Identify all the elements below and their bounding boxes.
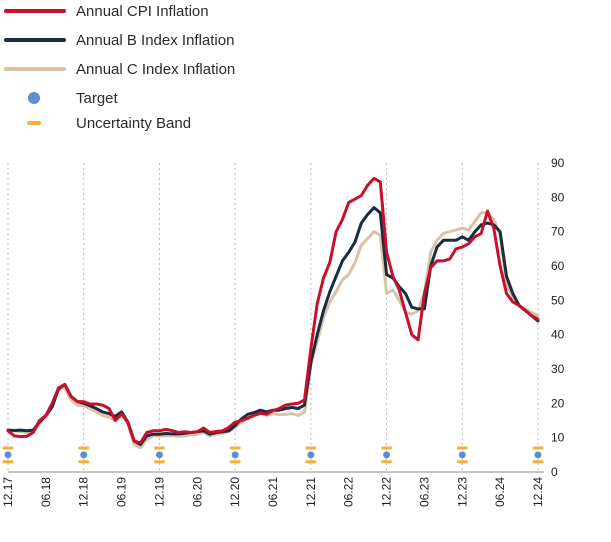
target-point-1 xyxy=(80,451,88,459)
x-tick-label-6: 12.20 xyxy=(228,477,242,507)
legend-label-band: Uncertainty Band xyxy=(76,114,192,132)
legend-item-c: Annual C Index Inflation xyxy=(4,57,235,81)
x-tick-label-0: 12.17 xyxy=(1,477,15,507)
target-layer xyxy=(2,446,544,464)
legend-swatch-cpi xyxy=(4,9,66,13)
y-tick-label-80: 80 xyxy=(551,190,565,204)
legend-swatch-c xyxy=(4,67,66,71)
x-tick-label-14: 12.24 xyxy=(531,477,545,507)
target-point-3 xyxy=(231,451,239,459)
y-tick-label-60: 60 xyxy=(551,259,565,273)
legend-item-band: Uncertainty Band xyxy=(4,111,191,135)
target-point-0 xyxy=(4,451,12,459)
x-tick-label-8: 12.21 xyxy=(304,477,318,507)
legend-label-b: Annual B Index Inflation xyxy=(76,31,235,49)
x-tick-label-5: 06.20 xyxy=(190,477,204,507)
legend-label-c: Annual C Index Inflation xyxy=(76,60,236,78)
x-tick-label-2: 12.18 xyxy=(77,477,91,507)
x-tick-label-1: 06.18 xyxy=(39,477,53,507)
y-tick-label-30: 30 xyxy=(551,362,565,376)
x-tick-label-3: 06.19 xyxy=(115,477,129,507)
legend-item-b: Annual B Index Inflation xyxy=(4,28,234,52)
x-axis: 12.17 06.18 12.18 06.19 12.19 06.20 12.20 06.21… xyxy=(1,477,545,507)
y-tick-label-0: 0 xyxy=(551,465,558,479)
target-point-6 xyxy=(458,451,466,459)
x-tick-label-9: 06.22 xyxy=(342,477,356,507)
legend-item-target: Target xyxy=(4,86,118,110)
y-tick-label-40: 40 xyxy=(551,328,565,342)
grid-layer xyxy=(7,163,544,473)
y-tick-label-70: 70 xyxy=(551,225,565,239)
legend-label-target: Target xyxy=(76,89,118,107)
x-tick-label-12: 12.23 xyxy=(455,477,469,507)
series-layer xyxy=(6,176,540,450)
target-point-2 xyxy=(155,451,163,459)
legend-swatch-b xyxy=(4,38,66,42)
target-point-5 xyxy=(383,451,391,459)
y-tick-label-20: 20 xyxy=(551,396,565,410)
legend-swatch-band xyxy=(27,121,41,125)
legend-item-cpi: Annual CPI Inflation xyxy=(4,0,209,23)
series-line-c xyxy=(6,211,540,450)
legend-label-cpi: Annual CPI Inflation xyxy=(76,2,209,20)
x-tick-label-10: 12.22 xyxy=(380,477,394,507)
x-tick-label-4: 12.19 xyxy=(152,477,166,507)
y-tick-label-10: 10 xyxy=(551,431,565,445)
target-point-4 xyxy=(307,451,315,459)
target-point-7 xyxy=(534,451,542,459)
x-tick-label-11: 06.23 xyxy=(417,477,431,507)
legend-swatch-target xyxy=(28,92,40,104)
y-axis: 0 10 20 30 40 50 60 70 80 90 xyxy=(551,156,565,479)
series-line-cpi xyxy=(6,176,540,445)
x-tick-label-7: 06.21 xyxy=(266,477,280,507)
y-tick-label-90: 90 xyxy=(551,156,565,170)
y-tick-label-50: 50 xyxy=(551,293,565,307)
x-tick-label-13: 06.24 xyxy=(493,477,507,507)
